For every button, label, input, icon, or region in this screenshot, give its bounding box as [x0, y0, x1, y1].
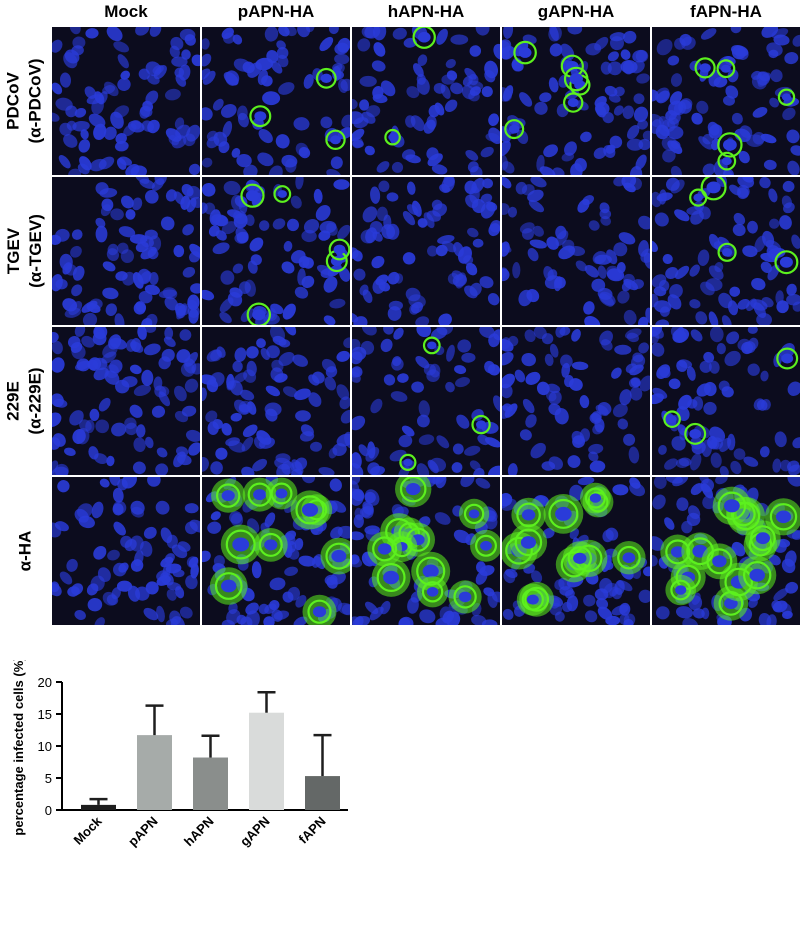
- x-tick-label-papn: pAPN: [125, 814, 161, 850]
- micrograph-tgev-papn-ha: [202, 177, 350, 325]
- micrograph-ha-gapn-ha: [502, 477, 650, 625]
- row-label-ha: α-HA: [0, 477, 50, 625]
- column-label-mock: Mock: [104, 2, 148, 21]
- micrograph-ha-fapn-ha: [652, 477, 800, 625]
- micrograph-229e-papn-ha: [202, 327, 350, 475]
- micrograph-tgev-gapn-ha: [502, 177, 650, 325]
- bar-mock: [81, 804, 116, 810]
- micrograph-tgev-mock: [52, 177, 200, 325]
- column-label-gapn-ha: gAPN-HA: [537, 2, 615, 21]
- x-tick-label-hapn: hAPN: [181, 814, 217, 850]
- micrograph-ha-hapn-ha: [352, 477, 500, 625]
- y-tick-label: 15: [38, 707, 52, 722]
- row-label-229e: 229E (α-229E): [0, 327, 50, 475]
- bar-fapn: [305, 776, 340, 810]
- column-label-hapn-ha: hAPN-HA: [387, 2, 465, 21]
- micrograph-pdcov-papn-ha: [202, 27, 350, 175]
- micrograph-pdcov-mock: [52, 27, 200, 175]
- bar-hapn: [193, 757, 228, 810]
- bar-chart: 0 5 10 15 20 percentage infected cells (%) Moc…: [11, 660, 348, 850]
- micrograph-229e-mock: [52, 327, 200, 475]
- bar-papn: [137, 735, 172, 810]
- row-label-pdcov-line1: PDCoV: [4, 72, 23, 130]
- column-label-fapn-ha: fAPN-HA: [690, 2, 762, 21]
- x-tick-label-gapn: gAPN: [237, 814, 273, 850]
- row-label-tgev-line1: TGEV: [4, 227, 24, 275]
- micrograph-229e-fapn-ha: [652, 327, 800, 475]
- column-label-papn-ha: pAPN-HA: [237, 2, 315, 21]
- micrograph-pdcov-hapn-ha: [352, 27, 500, 175]
- micrograph-229e-hapn-ha: [352, 327, 500, 475]
- row-label-ha-line1: α-HA: [14, 530, 34, 572]
- x-tick-label-fapn: fAPN: [296, 814, 329, 847]
- microscopy-grid: [52, 27, 800, 625]
- micrograph-pdcov-fapn-ha: [652, 27, 800, 175]
- row-label-pdcov: PDCoV (α-PDCoV): [0, 27, 50, 175]
- row-label-229e-line2: (α-229E): [26, 367, 46, 435]
- y-tick-label: 20: [38, 675, 52, 690]
- micrograph-229e-gapn-ha: [502, 327, 650, 475]
- micrograph-ha-mock: [52, 477, 200, 625]
- y-axis-label: percentage infected cells (%): [11, 660, 26, 836]
- y-tick-label: 0: [45, 803, 52, 818]
- row-label-pdcov-line2: (α-PDCoV): [26, 58, 45, 144]
- micrograph-ha-papn-ha: [202, 477, 350, 625]
- x-tick-label-mock: Mock: [71, 813, 106, 848]
- row-label-229e-line1: 229E: [4, 381, 24, 421]
- y-tick-label: 10: [38, 739, 52, 754]
- row-label-tgev: TGEV (α-TGEV): [0, 177, 50, 325]
- micrograph-tgev-fapn-ha: [652, 177, 800, 325]
- row-label-tgev-line2: (α-TGEV): [26, 214, 46, 288]
- micrograph-tgev-hapn-ha: [352, 177, 500, 325]
- micrograph-pdcov-gapn-ha: [502, 27, 650, 175]
- y-tick-label: 5: [45, 771, 52, 786]
- bar-gapn: [249, 712, 284, 810]
